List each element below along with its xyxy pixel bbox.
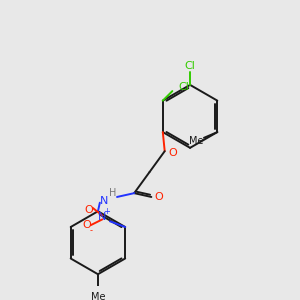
Text: N: N <box>100 196 108 206</box>
Text: N: N <box>98 212 106 223</box>
Text: +: + <box>103 207 110 216</box>
Text: Me: Me <box>91 292 105 300</box>
Text: O: O <box>83 220 92 230</box>
Text: Cl: Cl <box>184 61 196 71</box>
Text: H: H <box>109 188 116 198</box>
Text: Cl: Cl <box>178 82 189 92</box>
Text: O: O <box>168 148 177 158</box>
Text: O: O <box>85 205 93 215</box>
Text: O: O <box>154 192 164 202</box>
Text: Me: Me <box>189 136 204 146</box>
Text: -: - <box>89 226 92 235</box>
